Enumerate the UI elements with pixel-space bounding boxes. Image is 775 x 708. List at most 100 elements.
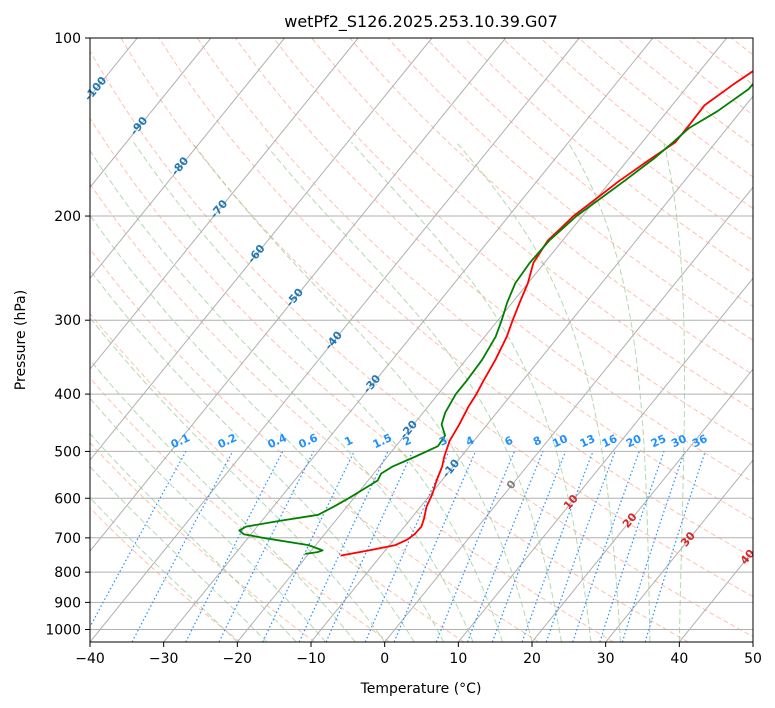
dry-adiabat-line	[90, 312, 465, 642]
y-tick-label: 700	[54, 531, 81, 547]
mixing-ratio-line	[435, 451, 515, 642]
dry-adiabat-line	[90, 183, 614, 642]
isotherm-line	[90, 38, 359, 370]
x-tick-label: 10	[449, 651, 467, 667]
mixing-ratio-label: 0.1	[169, 431, 192, 451]
mixing-ratio-label: 0.4	[266, 431, 289, 451]
mixing-ratio-label: 4	[464, 434, 477, 449]
y-axis: 100 200 300 400 500 600 700 800 900 1000	[45, 31, 90, 638]
moist-adiabat-line	[90, 497, 238, 642]
isotherm-line	[752, 641, 753, 642]
dry-adiabat-line	[770, 38, 775, 642]
mixing-ratio-label: 30	[669, 432, 689, 450]
x-tick-label: 20	[523, 651, 541, 667]
dry-adiabat-line	[234, 38, 753, 483]
y-tick-label: 500	[54, 444, 81, 460]
y-tick-label: 200	[54, 209, 81, 225]
mixing-ratio-line	[572, 451, 640, 642]
mixing-ratio-label: 36	[690, 432, 710, 450]
mixing-ratio-line	[466, 451, 544, 642]
dry-adiabat-line	[90, 442, 315, 642]
moist-adiabat-line	[133, 141, 503, 642]
moist-adiabat-line	[90, 149, 474, 642]
x-tick-label: −40	[75, 651, 105, 667]
isotherm-label: -100	[82, 74, 110, 104]
x-tick-label: −30	[149, 651, 179, 667]
y-tick-label: 100	[54, 31, 81, 47]
mixing-ratio-label: 10	[550, 432, 570, 450]
moist-adiabat-line	[191, 141, 533, 642]
mixing-ratio-line	[521, 451, 594, 642]
dry-adiabat-line	[311, 38, 753, 411]
mixing-ratio-label: 20	[624, 432, 644, 450]
mixing-ratio-line	[218, 451, 315, 642]
mixing-ratio-line	[364, 451, 450, 642]
chart-title: wetPf2_S126.2025.253.10.39.G07	[284, 12, 558, 32]
mixing-ratio-line	[621, 451, 686, 642]
isotherm-label: -50	[283, 286, 306, 310]
isotherm-line	[384, 186, 753, 642]
isotherm-line	[236, 38, 727, 642]
dry-adiabat-line	[90, 248, 540, 642]
x-tick-label: −20	[223, 651, 253, 667]
mixing-ratio-line	[185, 451, 284, 642]
mixing-ratio-line	[325, 451, 414, 642]
dry-adiabat-line	[425, 38, 753, 308]
mixing-ratio-label: 25	[649, 432, 668, 450]
x-tick-label: 50	[744, 651, 762, 667]
plot-area	[0, 38, 775, 642]
mixing-ratio-label: 1.5	[371, 431, 394, 451]
isotherm-label: 40	[738, 547, 758, 567]
y-tick-label: 900	[54, 595, 81, 611]
x-tick-label: 0	[380, 651, 389, 667]
dry-adiabat-line	[120, 38, 753, 598]
isotherm-line	[90, 38, 212, 189]
isotherm-line	[90, 38, 580, 642]
moist-adiabat-line	[90, 397, 327, 642]
dry-adiabat-line	[158, 38, 753, 559]
mixing-ratio-line	[599, 451, 665, 642]
dry-adiabat-line	[654, 38, 753, 116]
mixing-ratio-label: 8	[531, 434, 543, 449]
isotherm-line	[0, 38, 64, 642]
moist-adiabat-line	[263, 141, 562, 642]
x-tick-label: −10	[296, 651, 326, 667]
moist-adiabat-line	[456, 141, 621, 642]
mixing-ratio-line	[545, 451, 616, 642]
y-tick-label: 600	[54, 491, 81, 507]
mixing-ratio-line	[491, 451, 567, 642]
mixing-ratio-line	[90, 451, 187, 628]
isotherm-line	[90, 38, 506, 552]
mixing-ratio-line	[644, 451, 706, 642]
isotherm-line	[163, 38, 654, 642]
dry-adiabat-line	[349, 38, 753, 376]
plot-frame	[89, 37, 754, 643]
mixing-ratio-line	[262, 451, 355, 642]
moist-adiabat-line	[90, 465, 268, 642]
y-axis-label: Pressure (hPa)	[13, 290, 29, 390]
isotherm-line	[605, 459, 753, 642]
mixing-ratio-label: 0.6	[297, 431, 320, 451]
y-tick-label: 1000	[45, 622, 81, 638]
mixing-ratio-line	[393, 451, 477, 642]
dry-adiabat-line	[502, 38, 753, 242]
dry-adiabat-line	[90, 117, 689, 642]
dry-adiabat-line	[90, 507, 241, 642]
dewpoint-trace	[238, 82, 753, 555]
y-tick-label: 400	[54, 387, 81, 403]
isotherm-label: -90	[128, 114, 151, 138]
dry-adiabat-line	[90, 50, 753, 638]
isotherm-line	[90, 38, 285, 280]
isotherm-label: -40	[322, 328, 345, 352]
isotherm-line	[310, 95, 753, 642]
isotherm-line	[90, 38, 433, 461]
x-axis-label: Temperature (°C)	[360, 681, 482, 697]
isotherm-line	[531, 368, 753, 642]
y-tick-label: 800	[54, 565, 81, 581]
mixing-ratio-label: 13	[578, 432, 597, 450]
mixing-ratio-line	[131, 451, 234, 642]
x-tick-label: 30	[597, 651, 615, 667]
moist-adiabat-line	[90, 359, 356, 642]
x-tick-label: 40	[670, 651, 688, 667]
